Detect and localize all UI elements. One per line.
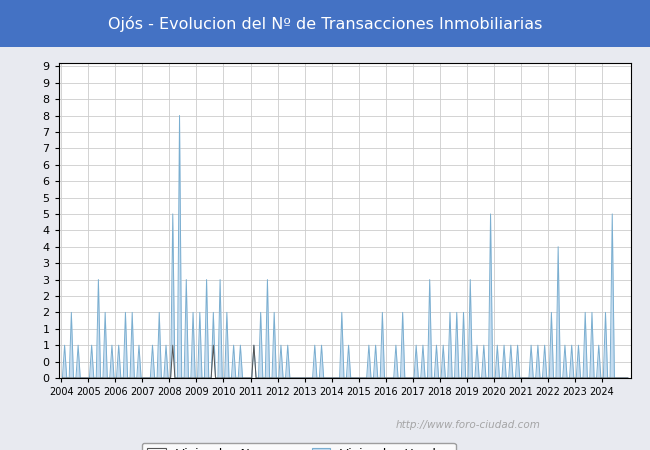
Legend: Viviendas Nuevas, Viviendas Usadas: Viviendas Nuevas, Viviendas Usadas [142, 443, 456, 450]
Text: Ojós - Evolucion del Nº de Transacciones Inmobiliarias: Ojós - Evolucion del Nº de Transacciones… [108, 16, 542, 32]
Text: http://www.foro-ciudad.com: http://www.foro-ciudad.com [396, 420, 540, 430]
